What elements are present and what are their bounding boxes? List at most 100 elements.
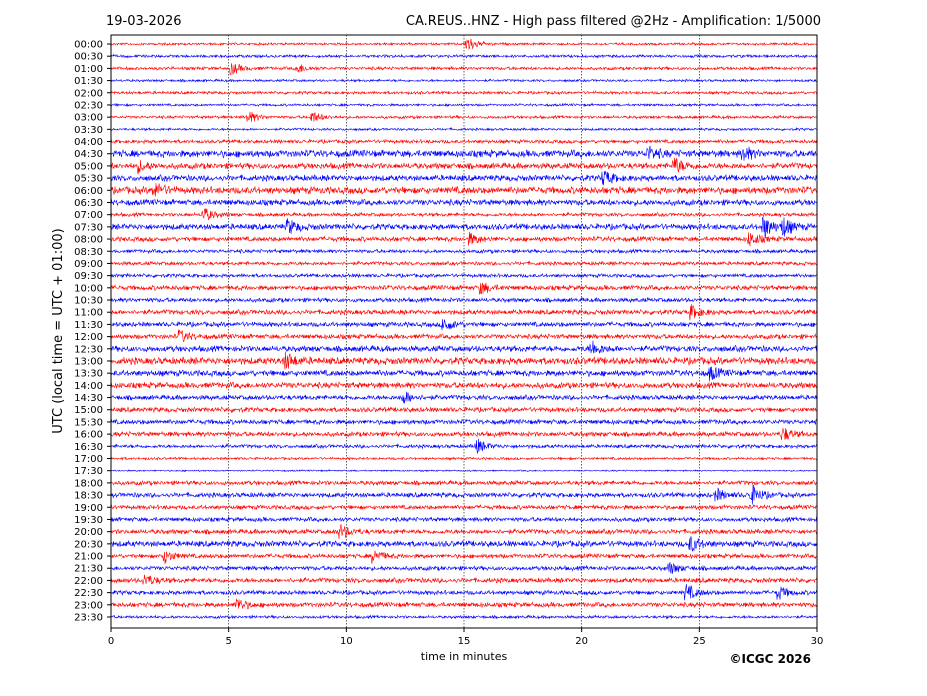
trace-row-1330 bbox=[110, 366, 818, 382]
trace-row-2100 bbox=[110, 550, 818, 565]
y-tick-label: 05:00 bbox=[74, 161, 103, 172]
trace-row-0400 bbox=[110, 138, 818, 145]
y-tick-label: 12:30 bbox=[74, 344, 103, 355]
trace-row-1830 bbox=[110, 484, 818, 505]
trace-row-0430 bbox=[110, 145, 818, 161]
y-tick-label: 22:30 bbox=[74, 588, 103, 599]
trace-row-1100 bbox=[110, 304, 818, 321]
y-tick-label: 17:30 bbox=[74, 466, 103, 477]
y-tick-label: 00:00 bbox=[74, 40, 103, 51]
x-tick-label: 20 bbox=[575, 636, 588, 647]
trace-row-1900 bbox=[110, 503, 818, 511]
trace-row-1630 bbox=[110, 438, 818, 454]
x-tick-label: 10 bbox=[340, 636, 353, 647]
y-tick-label: 11:30 bbox=[74, 320, 103, 331]
y-tick-label: 04:30 bbox=[74, 149, 103, 160]
y-tick-label: 23:30 bbox=[74, 613, 103, 624]
chart-date: 19-03-2026 bbox=[106, 14, 182, 29]
y-tick-label: 20:00 bbox=[74, 527, 103, 538]
y-tick-label: 13:30 bbox=[74, 369, 103, 380]
x-ticks: 0 5 10 15 20 25 30 bbox=[108, 628, 824, 647]
x-tick-label: 5 bbox=[225, 636, 231, 647]
x-tick-label: 15 bbox=[458, 636, 471, 647]
y-tick-label: 07:30 bbox=[74, 222, 103, 233]
trace-row-0930 bbox=[110, 272, 818, 279]
y-tick-label: 12:00 bbox=[74, 332, 103, 343]
y-tick-label: 19:30 bbox=[74, 515, 103, 526]
y-tick-label: 21:30 bbox=[74, 564, 103, 575]
y-tick-label: 07:00 bbox=[74, 210, 103, 221]
trace-row-1730 bbox=[110, 469, 818, 473]
y-tick-label: 14:30 bbox=[74, 393, 103, 404]
trace-row-0300 bbox=[110, 111, 818, 122]
y-tick-label: 04:00 bbox=[74, 137, 103, 148]
y-tick-label: 22:00 bbox=[74, 576, 103, 587]
y-tick-label: 03:30 bbox=[74, 125, 103, 136]
trace-row-0230 bbox=[110, 102, 818, 108]
x-tick-label: 30 bbox=[811, 636, 824, 647]
x-tick-label: 25 bbox=[693, 636, 706, 647]
trace-row-2130 bbox=[110, 562, 818, 574]
trace-row-1000 bbox=[110, 282, 818, 295]
trace-row-0700 bbox=[110, 208, 818, 221]
y-tick-label: 16:30 bbox=[74, 442, 103, 453]
trace-row-0130 bbox=[110, 78, 818, 83]
trace-row-1400 bbox=[110, 381, 818, 390]
x-axis-label: time in minutes bbox=[421, 650, 508, 663]
trace-row-2230 bbox=[110, 584, 818, 601]
trace-row-1300 bbox=[110, 351, 818, 370]
y-tick-label: 03:00 bbox=[74, 113, 103, 124]
trace-row-0600 bbox=[110, 183, 818, 197]
y-tick-label: 06:30 bbox=[74, 198, 103, 209]
trace-row-0800 bbox=[110, 231, 818, 247]
trace-row-1930 bbox=[110, 516, 818, 523]
trace-row-0900 bbox=[110, 260, 818, 267]
trace-row-1500 bbox=[110, 406, 818, 414]
y-tick-label: 06:00 bbox=[74, 186, 103, 197]
trace-row-1600 bbox=[110, 427, 818, 441]
y-tick-label: 00:30 bbox=[74, 52, 103, 63]
trace-row-1530 bbox=[110, 418, 818, 426]
y-tick-label: 14:00 bbox=[74, 381, 103, 392]
y-tick-label: 20:30 bbox=[74, 539, 103, 550]
y-tick-label: 11:00 bbox=[74, 308, 103, 319]
y-tick-label: 02:00 bbox=[74, 88, 103, 99]
trace-row-2330 bbox=[110, 614, 818, 620]
copyright: ©ICGC 2026 bbox=[729, 652, 811, 666]
trace-row-0100 bbox=[110, 63, 818, 76]
trace-row-0200 bbox=[110, 90, 818, 96]
traces bbox=[110, 38, 818, 620]
trace-row-0630 bbox=[110, 198, 818, 208]
y-tick-label: 16:00 bbox=[74, 430, 103, 441]
y-tick-label: 18:30 bbox=[74, 491, 103, 502]
y-tick-label: 01:00 bbox=[74, 64, 103, 75]
y-tick-label: 17:00 bbox=[74, 454, 103, 465]
trace-row-0500 bbox=[110, 157, 818, 175]
trace-row-0000 bbox=[110, 38, 818, 50]
y-tick-label: 08:00 bbox=[74, 235, 103, 246]
trace-row-1700 bbox=[110, 456, 818, 461]
trace-row-0330 bbox=[110, 126, 818, 132]
y-tick-label: 10:30 bbox=[74, 296, 103, 307]
y-axis-label: UTC (local time = UTC + 01:00) bbox=[51, 228, 66, 433]
y-tick-label: 09:00 bbox=[74, 259, 103, 270]
trace-row-1200 bbox=[110, 329, 818, 343]
y-tick-label: 10:00 bbox=[74, 283, 103, 294]
trace-row-0530 bbox=[110, 170, 818, 186]
grid-lines bbox=[228, 35, 700, 628]
trace-row-0830 bbox=[110, 248, 818, 255]
trace-row-0030 bbox=[110, 53, 818, 59]
trace-row-1230 bbox=[110, 340, 818, 354]
y-tick-label: 18:00 bbox=[74, 478, 103, 489]
trace-row-1430 bbox=[110, 391, 818, 404]
trace-row-2030 bbox=[110, 536, 818, 552]
y-tick-label: 15:00 bbox=[74, 405, 103, 416]
y-tick-label: 15:30 bbox=[74, 417, 103, 428]
trace-row-2300 bbox=[110, 598, 818, 610]
y-tick-label: 09:30 bbox=[74, 271, 103, 282]
trace-row-0730 bbox=[110, 216, 818, 238]
trace-row-1130 bbox=[110, 319, 818, 331]
y-tick-label: 01:30 bbox=[74, 76, 103, 87]
